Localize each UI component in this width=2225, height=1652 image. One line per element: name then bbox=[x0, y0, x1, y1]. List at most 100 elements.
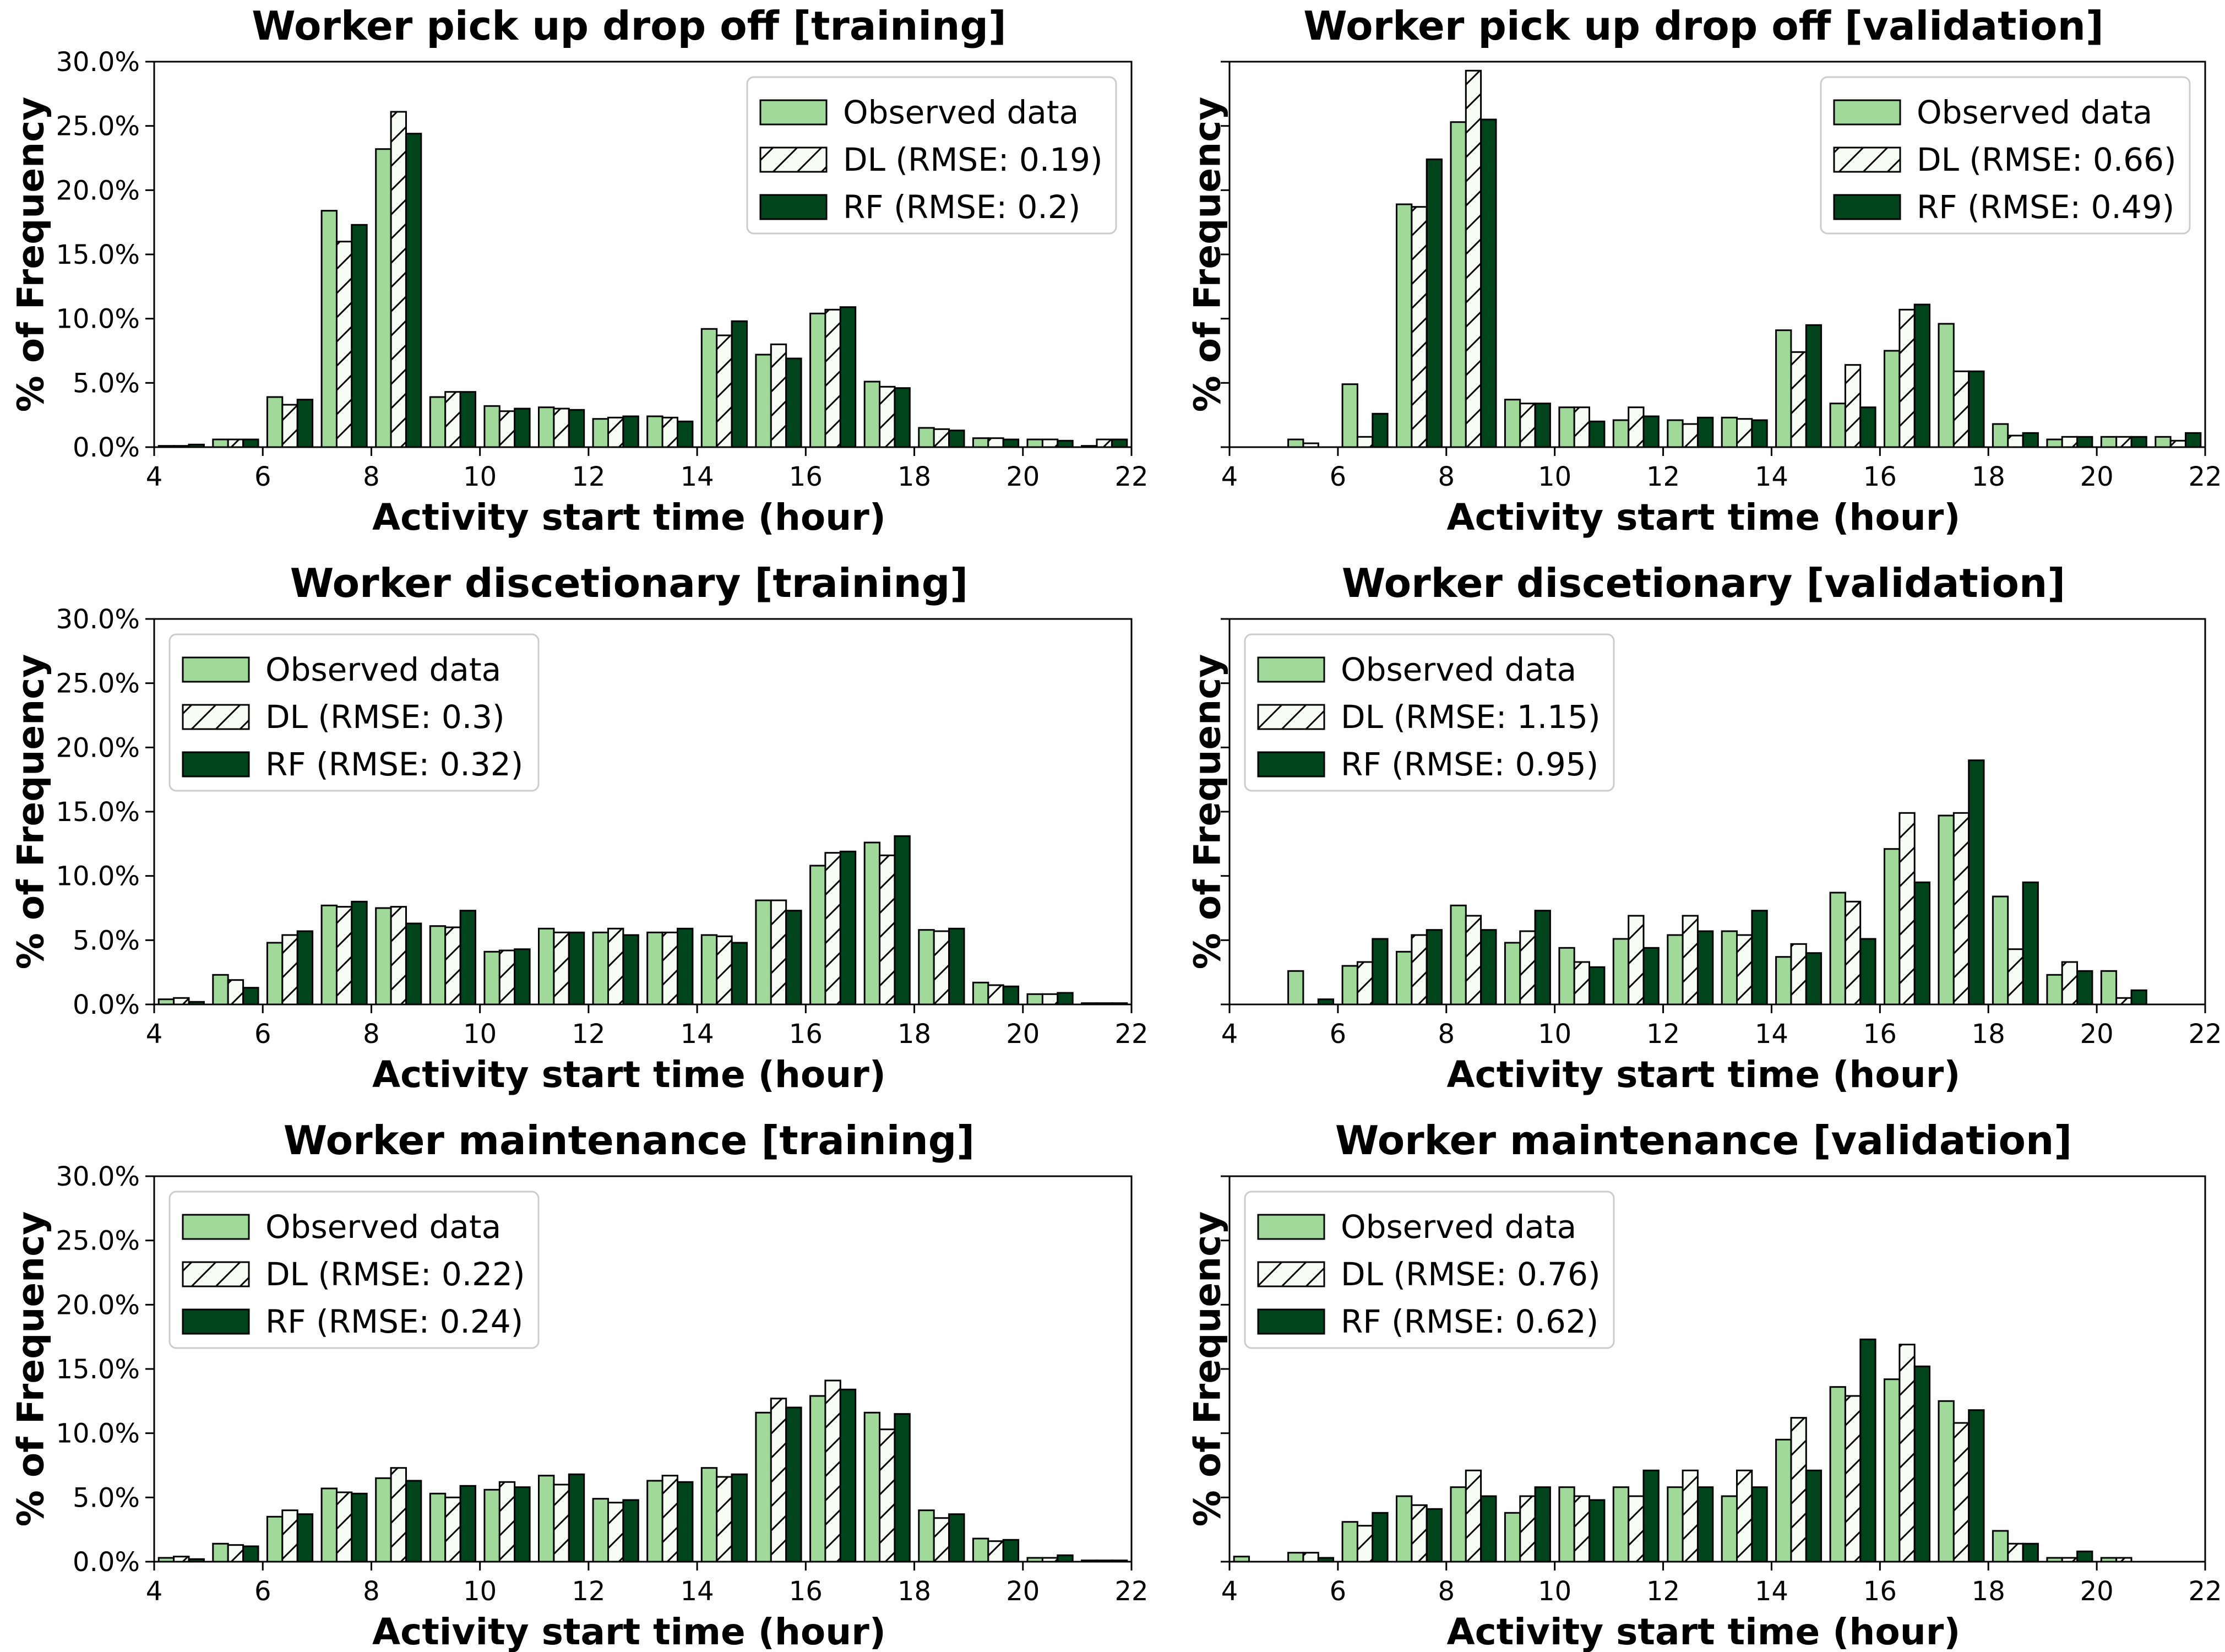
bar-dl bbox=[1041, 993, 1059, 1006]
bar-rf bbox=[405, 922, 422, 1006]
legend-swatch-observed bbox=[1257, 1214, 1325, 1240]
bar-rf bbox=[514, 1486, 531, 1563]
legend-swatch-rf bbox=[1257, 751, 1325, 778]
bar-observed bbox=[1884, 848, 1901, 1006]
x-tick-label: 22 bbox=[2188, 1576, 2222, 1607]
bar-observed bbox=[863, 381, 881, 448]
bar-dl bbox=[1898, 308, 1916, 448]
bar-observed bbox=[1396, 950, 1413, 1006]
x-tick-label: 12 bbox=[572, 1019, 605, 1050]
x-tick-label: 14 bbox=[681, 1576, 714, 1607]
bar-rf bbox=[1697, 930, 1714, 1006]
legend-swatch-dl bbox=[1257, 704, 1325, 730]
bar-rf bbox=[1480, 929, 1497, 1006]
x-tick-label: 8 bbox=[1438, 1576, 1455, 1607]
bar-rf bbox=[1751, 1486, 1768, 1563]
bar-rf bbox=[894, 387, 911, 448]
bar-dl bbox=[444, 1496, 461, 1563]
bar-observed bbox=[1612, 419, 1630, 448]
bar-rf bbox=[1372, 1512, 1389, 1563]
legend-label: Observed data bbox=[843, 94, 1079, 131]
bar-observed bbox=[1558, 406, 1575, 448]
y-axis-label: % of Frequency bbox=[1187, 97, 1229, 412]
y-axis-label: % of Frequency bbox=[1187, 1211, 1229, 1526]
x-tick-label: 8 bbox=[363, 1576, 380, 1607]
x-axis-label: Activity start time (hour) bbox=[1447, 1053, 1961, 1096]
bar-observed bbox=[700, 934, 718, 1006]
bar-rf bbox=[1697, 1486, 1714, 1563]
x-tick-label: 20 bbox=[1006, 1576, 1040, 1607]
legend-swatch-observed bbox=[1833, 99, 1901, 126]
x-tick-label: 20 bbox=[2080, 461, 2114, 492]
bar-rf bbox=[1968, 1409, 1985, 1563]
bar-observed bbox=[429, 396, 447, 448]
bar-observed bbox=[592, 1498, 609, 1563]
bar-observed bbox=[1450, 904, 1467, 1006]
legend-label: RF (RMSE: 0.32) bbox=[265, 746, 523, 783]
bar-dl bbox=[1356, 436, 1374, 448]
x-tick-label: 10 bbox=[1538, 1576, 1571, 1607]
bar-observed bbox=[755, 1411, 772, 1563]
bar-dl bbox=[1628, 915, 1645, 1006]
x-tick-label: 10 bbox=[463, 461, 497, 492]
bar-rf bbox=[1859, 938, 1876, 1006]
chart-title: Worker maintenance [training] bbox=[284, 1117, 975, 1164]
legend-swatch-rf bbox=[759, 194, 828, 220]
bar-rf bbox=[1426, 1508, 1443, 1563]
y-tick-label: 15.0% bbox=[56, 240, 140, 270]
legend-box bbox=[168, 633, 540, 792]
chart-panel-3: 0.0% 5.0% 10.0% 15.0% 20.0% 25.0% 30.0% 4 6 8 10 12… bbox=[10, 560, 1149, 1096]
y-tick-label: 20.0% bbox=[56, 1290, 140, 1320]
bar-rf bbox=[1805, 1469, 1823, 1563]
bar-dl bbox=[2007, 434, 2024, 448]
bar-observed bbox=[2046, 438, 2063, 448]
legend-label: Observed data bbox=[1341, 1208, 1576, 1246]
bar-dl bbox=[498, 1481, 516, 1563]
bar-observed bbox=[1992, 1530, 2009, 1563]
bar-rf bbox=[1913, 303, 1930, 448]
bar-dl bbox=[498, 949, 516, 1006]
bar-dl bbox=[2007, 1542, 2024, 1563]
bar-observed bbox=[212, 1542, 229, 1563]
bar-dl bbox=[1682, 1469, 1699, 1563]
x-tick-label: 12 bbox=[572, 1576, 605, 1607]
y-tick-label: 0.0% bbox=[73, 990, 140, 1020]
bar-rf bbox=[2076, 970, 2093, 1006]
bar-observed bbox=[1829, 1386, 1846, 1563]
bar-observed bbox=[809, 312, 826, 448]
bar-observed bbox=[375, 907, 392, 1006]
x-tick-label: 6 bbox=[254, 1019, 271, 1050]
bar-dl bbox=[2115, 436, 2132, 448]
bar-rf bbox=[459, 391, 476, 448]
x-axis-label: Activity start time (hour) bbox=[372, 1053, 886, 1096]
bar-rf bbox=[242, 438, 259, 448]
x-axis-label: Activity start time (hour) bbox=[1447, 496, 1961, 539]
legend-swatch-dl bbox=[1833, 146, 1901, 173]
legend: Observed data DL (RMSE: 0.66) RF (RMSE: 0.… bbox=[1820, 76, 2191, 235]
bar-dl bbox=[1682, 915, 1699, 1006]
bar-dl bbox=[335, 1491, 353, 1563]
bar-dl bbox=[1356, 961, 1374, 1006]
x-tick-label: 12 bbox=[1646, 1019, 1680, 1050]
y-tick-label: 15.0% bbox=[56, 797, 140, 828]
bar-rf bbox=[622, 1499, 639, 1563]
bar-dl bbox=[1844, 364, 1862, 448]
bar-rf bbox=[1913, 1365, 1930, 1563]
bar-rf bbox=[514, 407, 531, 448]
bar-rf bbox=[351, 1492, 368, 1563]
legend-swatch-rf bbox=[1833, 194, 1901, 220]
bar-observed bbox=[755, 354, 772, 448]
bar-rf bbox=[1534, 910, 1551, 1006]
x-tick-label: 16 bbox=[789, 1019, 823, 1050]
bar-observed bbox=[1829, 892, 1846, 1006]
x-tick-label: 14 bbox=[1755, 461, 1788, 492]
chart-title: Worker pick up drop off [validation] bbox=[1303, 3, 2104, 49]
legend-label: Observed data bbox=[1917, 94, 2152, 131]
bar-observed bbox=[483, 950, 501, 1006]
x-tick-label: 4 bbox=[146, 1576, 163, 1607]
bar-observed bbox=[1721, 416, 1738, 448]
bar-observed bbox=[700, 1467, 718, 1563]
x-tick-label: 20 bbox=[2080, 1019, 2114, 1050]
bar-observed bbox=[1287, 970, 1304, 1006]
